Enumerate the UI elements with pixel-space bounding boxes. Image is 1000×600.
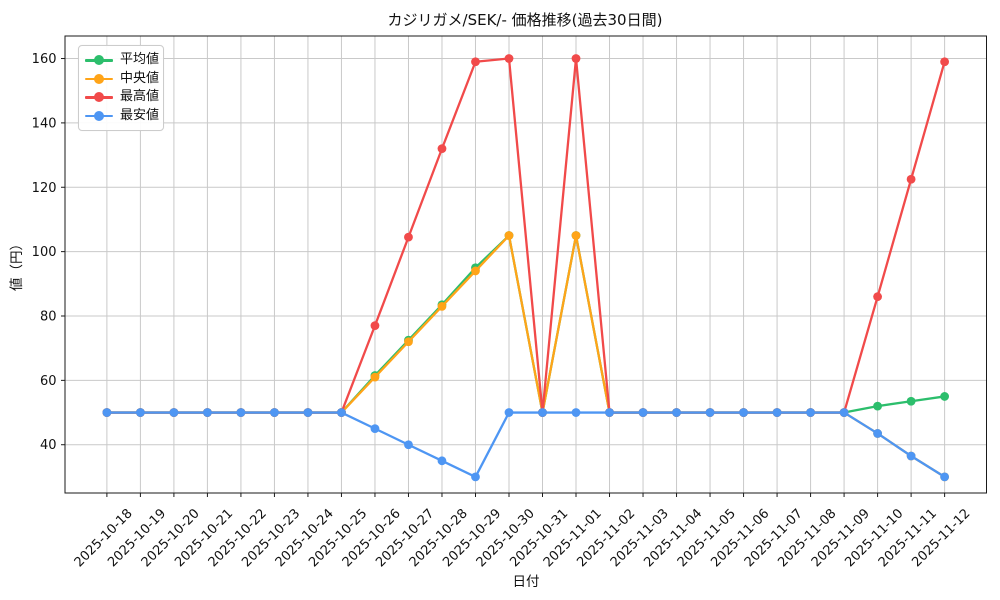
data-point-min — [839, 408, 849, 417]
data-point-median — [471, 266, 480, 276]
data-point-min — [203, 408, 212, 417]
chart-title: カジリガメ/SEK/- 価格推移(過去30日間) — [388, 11, 663, 29]
legend-dot-icon — [94, 73, 104, 84]
data-point-min — [672, 408, 681, 417]
data-point-min — [873, 429, 882, 438]
data-point-min — [404, 440, 413, 450]
legend-label: 中央値 — [120, 70, 160, 86]
legend-label: 最安値 — [120, 107, 160, 123]
data-point-max — [370, 321, 380, 331]
data-point-min — [135, 408, 145, 417]
data-point-min — [538, 408, 547, 417]
data-point-min — [236, 408, 246, 417]
y-tick-label: 160 — [32, 52, 57, 67]
legend-item-max: 最高値 — [85, 88, 160, 107]
data-point-mean — [906, 396, 916, 406]
data-point-min — [772, 408, 782, 417]
legend-item-mean: 平均値 — [85, 51, 160, 70]
y-tick-label: 100 — [32, 245, 57, 260]
data-point-min — [169, 408, 179, 417]
data-point-mean — [873, 401, 882, 411]
legend-dot-icon — [94, 110, 104, 121]
data-point-median — [571, 231, 581, 240]
y-tick-label: 140 — [32, 116, 57, 131]
series-max — [102, 54, 950, 417]
legend-label: 最高値 — [120, 89, 160, 104]
data-point-max — [906, 174, 916, 184]
data-point-min — [739, 408, 748, 417]
legend-dot-icon — [94, 55, 104, 66]
data-point-min — [605, 408, 614, 417]
data-point-min — [705, 408, 715, 417]
series-line-median — [105, 234, 946, 479]
y-tick-label: 40 — [40, 438, 57, 453]
series-median — [102, 231, 950, 482]
legend-marker-max — [85, 92, 113, 103]
data-point-median — [437, 301, 447, 311]
legend-marker-median — [85, 73, 113, 84]
y-tick-label: 80 — [40, 309, 57, 324]
legend-marker-mean — [85, 55, 113, 66]
legend-item-min: 最安値 — [85, 107, 160, 126]
y-tick-label: 120 — [32, 181, 57, 196]
data-point-min — [806, 408, 815, 417]
data-point-max — [404, 232, 413, 242]
data-point-min — [303, 408, 313, 417]
x-axis-label: 日付 — [513, 574, 540, 590]
gridlines — [65, 36, 987, 493]
data-point-min — [370, 424, 380, 434]
data-point-max — [571, 54, 581, 63]
data-point-median — [370, 372, 380, 382]
plot-border — [64, 35, 987, 494]
data-point-min — [471, 472, 480, 482]
data-point-median — [504, 231, 514, 240]
data-point-min — [504, 408, 514, 417]
data-point-max — [504, 54, 514, 63]
data-point-min — [638, 408, 648, 417]
data-point-max — [873, 292, 882, 302]
data-point-min — [270, 408, 279, 417]
plot-frame — [64, 35, 987, 494]
data-point-max — [471, 57, 480, 67]
legend-marker-min — [85, 110, 113, 121]
data-point-min — [337, 408, 346, 417]
data-point-median — [404, 337, 413, 347]
series-lines — [102, 54, 950, 482]
y-axis-label: 値（円） — [9, 237, 25, 291]
legend-label: 平均値 — [120, 52, 160, 67]
data-point-min — [571, 408, 581, 417]
axis-ticks — [61, 58, 946, 497]
series-line-min — [105, 411, 946, 479]
series-line-max — [105, 57, 946, 414]
data-point-max — [437, 144, 447, 154]
data-point-min — [437, 456, 447, 466]
data-point-mean — [940, 392, 950, 401]
legend-dot-icon — [94, 92, 104, 103]
y-tick-labels: 40 60 80 100 120 140 160 — [32, 52, 57, 453]
data-point-min — [906, 451, 916, 461]
series-min — [102, 408, 950, 482]
legend: 平均値中央値最高値最安値 — [78, 45, 164, 131]
data-point-min — [940, 472, 950, 482]
data-point-max — [940, 57, 950, 67]
data-point-min — [102, 408, 112, 417]
legend-item-median: 中央値 — [85, 70, 160, 89]
y-tick-label: 60 — [40, 374, 57, 389]
x-tick-labels: 2025-10-182025-10-192025-10-202025-10-21… — [72, 506, 974, 570]
